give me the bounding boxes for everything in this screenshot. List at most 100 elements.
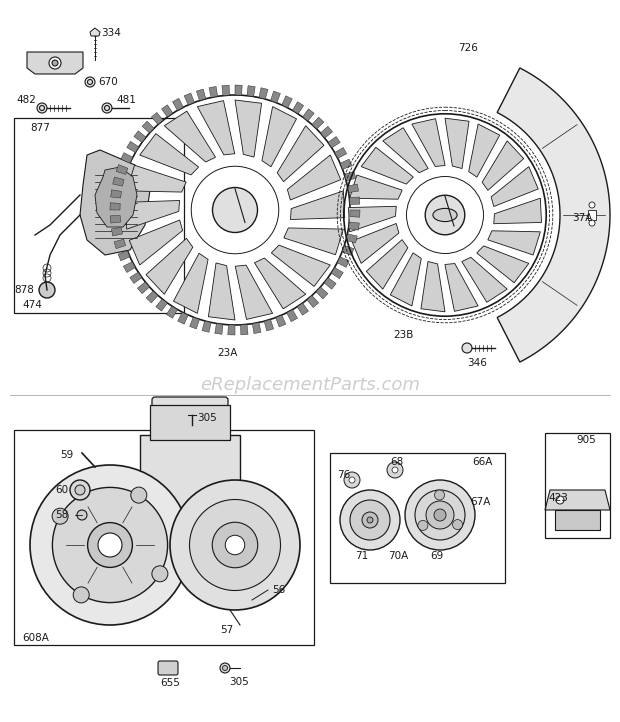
Polygon shape [462, 257, 507, 303]
Polygon shape [361, 147, 414, 184]
Circle shape [213, 188, 257, 232]
Polygon shape [116, 165, 128, 175]
Circle shape [225, 535, 245, 554]
Polygon shape [164, 111, 216, 162]
Bar [545, 433, 610, 538]
Polygon shape [80, 150, 150, 255]
Polygon shape [383, 128, 428, 173]
Circle shape [350, 500, 390, 540]
Circle shape [53, 487, 167, 603]
Polygon shape [350, 175, 402, 199]
Polygon shape [208, 263, 235, 320]
Polygon shape [293, 102, 304, 114]
Polygon shape [151, 113, 163, 124]
Bar [14, 118, 184, 313]
Text: 474: 474 [22, 300, 42, 310]
Polygon shape [142, 121, 154, 133]
Polygon shape [197, 89, 206, 100]
Circle shape [49, 57, 61, 69]
Polygon shape [348, 222, 360, 230]
Polygon shape [545, 490, 610, 510]
Polygon shape [346, 234, 357, 243]
Text: 37A: 37A [572, 213, 592, 223]
Text: 877: 877 [30, 123, 50, 133]
Circle shape [426, 501, 454, 529]
Circle shape [589, 202, 595, 208]
Circle shape [392, 467, 398, 473]
Polygon shape [286, 310, 298, 322]
Polygon shape [270, 91, 280, 103]
Text: eReplacementParts.com: eReplacementParts.com [200, 376, 420, 394]
Polygon shape [352, 224, 399, 264]
Polygon shape [110, 203, 120, 210]
Text: 482: 482 [16, 95, 36, 105]
Polygon shape [445, 264, 478, 311]
Polygon shape [277, 126, 324, 182]
Polygon shape [307, 295, 319, 308]
Polygon shape [491, 167, 538, 206]
Text: 59: 59 [60, 450, 73, 460]
Polygon shape [272, 245, 330, 287]
Polygon shape [215, 323, 223, 334]
Polygon shape [118, 251, 130, 261]
Polygon shape [412, 118, 445, 167]
Text: 608A: 608A [22, 633, 49, 643]
Polygon shape [469, 124, 500, 177]
Bar [140, 435, 240, 515]
Circle shape [349, 477, 355, 483]
Polygon shape [235, 265, 273, 319]
Circle shape [190, 500, 280, 591]
Polygon shape [262, 107, 296, 167]
Circle shape [435, 490, 445, 500]
Polygon shape [494, 199, 541, 224]
Circle shape [73, 587, 89, 603]
Circle shape [52, 508, 68, 524]
Polygon shape [138, 282, 149, 294]
Polygon shape [321, 126, 332, 138]
Polygon shape [130, 272, 142, 284]
Text: 23A: 23A [217, 348, 237, 358]
Polygon shape [482, 141, 524, 191]
Polygon shape [197, 100, 235, 155]
Text: 67A: 67A [470, 497, 490, 507]
Polygon shape [123, 261, 135, 272]
Text: 305: 305 [197, 413, 217, 423]
Polygon shape [95, 167, 137, 227]
Text: 68: 68 [390, 457, 403, 467]
Polygon shape [125, 201, 180, 229]
Polygon shape [184, 93, 194, 105]
Circle shape [415, 490, 465, 540]
Bar [330, 453, 505, 583]
FancyBboxPatch shape [152, 397, 228, 443]
Polygon shape [202, 321, 211, 332]
Polygon shape [112, 227, 123, 236]
Polygon shape [90, 28, 100, 36]
Circle shape [77, 510, 87, 520]
Polygon shape [228, 325, 235, 335]
Text: 726: 726 [458, 43, 478, 53]
Text: 66A: 66A [472, 457, 492, 467]
Polygon shape [209, 87, 218, 97]
Polygon shape [331, 267, 343, 279]
Polygon shape [222, 85, 229, 95]
Circle shape [589, 220, 595, 226]
Polygon shape [350, 210, 360, 217]
Polygon shape [146, 238, 193, 295]
Text: 76: 76 [337, 470, 350, 480]
Circle shape [434, 509, 446, 521]
Text: 334: 334 [101, 28, 121, 38]
Polygon shape [340, 159, 352, 170]
Polygon shape [174, 253, 208, 313]
Circle shape [70, 480, 90, 500]
Polygon shape [347, 184, 358, 193]
Text: 23B: 23B [393, 330, 414, 340]
Polygon shape [111, 190, 122, 198]
Text: 60: 60 [55, 485, 68, 495]
Polygon shape [287, 155, 341, 200]
Circle shape [340, 490, 400, 550]
Polygon shape [290, 191, 345, 219]
Polygon shape [264, 319, 273, 331]
Polygon shape [188, 415, 196, 425]
Circle shape [462, 343, 472, 353]
Polygon shape [126, 142, 139, 152]
